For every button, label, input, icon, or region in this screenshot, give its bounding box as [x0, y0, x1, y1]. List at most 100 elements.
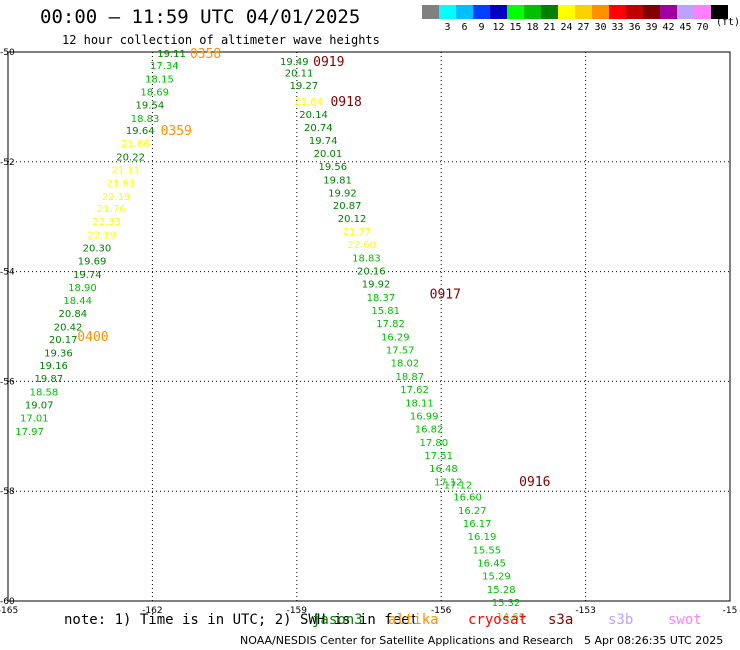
satellite-legend-item: cryosat [468, 612, 528, 628]
swh-reading: 15.29 [482, 572, 511, 583]
swh-reading: 15.28 [487, 585, 516, 596]
swh-reading: 17.97 [15, 427, 44, 438]
swh-reading: 16.27 [458, 506, 487, 517]
scale-tick-label: 6 [461, 22, 468, 33]
scale-tick-label: 30 [594, 22, 607, 33]
swh-reading: 16.19 [468, 532, 497, 543]
swh-reading: 19.64 [126, 126, 155, 137]
pass-time-label: 0359 [161, 124, 192, 139]
swh-reading: 18.02 [391, 359, 420, 370]
scale-tick-label: 21 [543, 22, 556, 33]
latitude-tick-label: -52 [0, 158, 15, 168]
swh-reading: 16.17 [463, 519, 492, 530]
swh-reading: 20.01 [314, 149, 343, 160]
map-frame [7, 51, 731, 602]
swh-reading: 18.69 [140, 88, 169, 99]
scale-tick-label: 18 [526, 22, 539, 33]
longitude-tick-label: -153 [575, 606, 595, 616]
scale-swatch [711, 5, 728, 19]
satellite-legend-item: altika [388, 612, 439, 628]
swh-reading: 19.07 [25, 400, 54, 411]
swh-reading: 18.83 [131, 114, 160, 125]
scale-swatch [592, 5, 609, 19]
scale-unit-label: (ft) [716, 17, 740, 28]
scale-tick-label: 45 [679, 22, 692, 33]
pass-time-label: 0400 [77, 330, 108, 345]
swh-reading: 17.82 [376, 319, 405, 330]
swh-reading: 20.42 [54, 323, 83, 334]
swh-reading: 21.11 [111, 165, 140, 176]
swh-reading: 19.87 [34, 374, 63, 385]
swh-reading: 19.36 [44, 348, 73, 359]
swh-reading: 14.69 [497, 612, 526, 623]
scale-swatch [677, 5, 694, 19]
swh-reading: 19.74 [309, 136, 338, 147]
longitude-tick-label: -165 [0, 606, 18, 616]
swh-reading: 19.49 [280, 57, 309, 68]
scale-swatch [439, 5, 456, 19]
pass-time-label: 0916 [519, 475, 550, 490]
swh-reading: 17.62 [400, 385, 429, 396]
swh-reading: 20.12 [338, 214, 367, 225]
swh-reading: 18.58 [30, 387, 59, 398]
swh-reading: 22.19 [102, 192, 131, 203]
swh-reading: 18.37 [367, 293, 396, 304]
scale-swatch [609, 5, 626, 19]
swh-reading: 15.81 [371, 306, 400, 317]
scale-tick-label: 15 [509, 22, 522, 33]
swh-reading: 16.29 [381, 332, 410, 343]
longitude-tick-label: -159 [287, 606, 308, 616]
swh-reading: 17.80 [420, 438, 449, 449]
longitude-tick-label: -15 [723, 606, 738, 616]
swh-reading: 20.74 [304, 123, 333, 134]
pass-time-label: 0918 [330, 95, 361, 110]
swh-reading: 19.27 [290, 81, 319, 92]
swh-reading: 22.19 [87, 230, 116, 241]
longitude-tick-label: -162 [142, 606, 162, 616]
swh-reading: 15.32 [492, 598, 521, 609]
swh-reading: 19.74 [73, 270, 102, 281]
latitude-tick-label: -50 [0, 48, 15, 58]
generation-timestamp: 5 Apr 08:26:35 UTC 2025 [584, 634, 724, 647]
swh-reading: 19.54 [136, 101, 165, 112]
swh-reading: 21.77 [343, 227, 372, 238]
swh-reading: 18.87 [395, 372, 424, 383]
latitude-tick-label: -56 [0, 377, 15, 387]
scale-swatch [456, 5, 473, 19]
scale-swatch [660, 5, 677, 19]
swh-reading: 18.15 [145, 74, 174, 85]
satellite-legend-item: jason3 [312, 612, 363, 628]
scale-tick-label: 33 [611, 22, 624, 33]
scale-tick-label: 36 [628, 22, 641, 33]
pass-time-label: 0358 [190, 47, 221, 62]
swh-reading: 17.12 [434, 477, 463, 488]
scale-tick-label: 24 [560, 22, 573, 33]
scale-swatch [558, 5, 575, 19]
scale-swatch [524, 5, 541, 19]
swh-reading: 21.76 [97, 204, 126, 215]
swh-reading: 20.30 [83, 243, 112, 254]
swh-reading: 17.12 [444, 481, 473, 492]
scale-tick-label: 27 [577, 22, 590, 33]
scale-tick-label: 12 [492, 22, 505, 33]
scale-tick-label: 39 [645, 22, 658, 33]
swh-reading: 20.17 [49, 335, 78, 346]
swh-reading: 17.34 [150, 61, 179, 72]
scale-swatch [694, 5, 711, 19]
swh-reading: 17.57 [386, 346, 415, 357]
swh-reading: 20.87 [333, 201, 362, 212]
swh-reading: 18.83 [352, 253, 381, 264]
scale-swatch [643, 5, 660, 19]
page-title: 00:00 – 11:59 UTC 04/01/2025 [40, 6, 361, 28]
swh-reading: 16.99 [410, 411, 439, 422]
swh-reading: 17.51 [424, 451, 453, 462]
swh-reading: 19.69 [78, 257, 107, 268]
swh-reading: 19.92 [362, 280, 391, 291]
swh-reading: 20.11 [285, 68, 314, 79]
swh-reading: 20.16 [357, 267, 386, 278]
scale-swatch [575, 5, 592, 19]
satellite-legend-item: s3b [608, 612, 634, 628]
scale-swatch [490, 5, 507, 19]
scale-tick-label: 3 [444, 22, 451, 33]
